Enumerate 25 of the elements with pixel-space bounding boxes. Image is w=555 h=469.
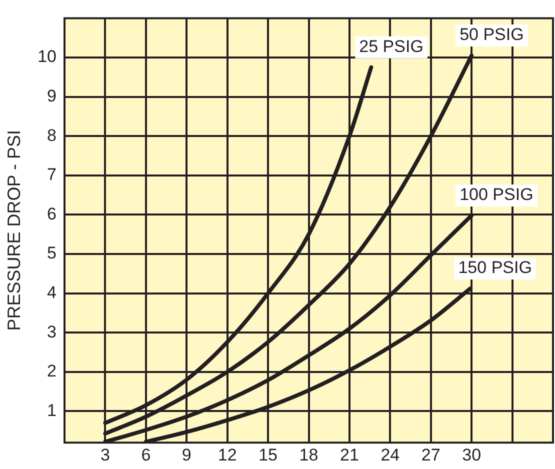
y-tick-label: 10 (38, 47, 57, 66)
x-tick-label: 9 (182, 445, 192, 464)
series-label: 50 PSIG (460, 25, 524, 44)
y-tick-label: 1 (47, 400, 57, 420)
x-tick-label: 15 (258, 445, 278, 464)
x-tick-label: 18 (299, 445, 318, 464)
y-tick-label: 7 (47, 165, 57, 184)
y-axis-title: PRESSURE DROP - PSI (4, 130, 24, 331)
y-tick-label: 4 (47, 282, 57, 302)
x-tick-label: 6 (141, 445, 151, 464)
series-label: 100 PSIG (460, 185, 534, 204)
x-tick-label: 3 (100, 445, 110, 464)
y-tick-label: 2 (47, 362, 57, 381)
y-tick-label: 8 (47, 126, 57, 145)
series-label: 25 PSIG (359, 37, 424, 56)
y-tick-label: 3 (47, 322, 57, 342)
x-tick-label: 30 (462, 445, 482, 464)
x-tick-label: 21 (340, 445, 359, 464)
x-tick-label: 27 (421, 445, 440, 464)
y-tick-label: 9 (47, 86, 57, 106)
y-tick-label: 6 (47, 204, 57, 224)
series-label: 150 PSIG (458, 258, 532, 278)
y-tick-label: 5 (47, 244, 57, 263)
x-tick-label: 24 (380, 445, 400, 464)
x-tick-label: 12 (218, 445, 237, 464)
